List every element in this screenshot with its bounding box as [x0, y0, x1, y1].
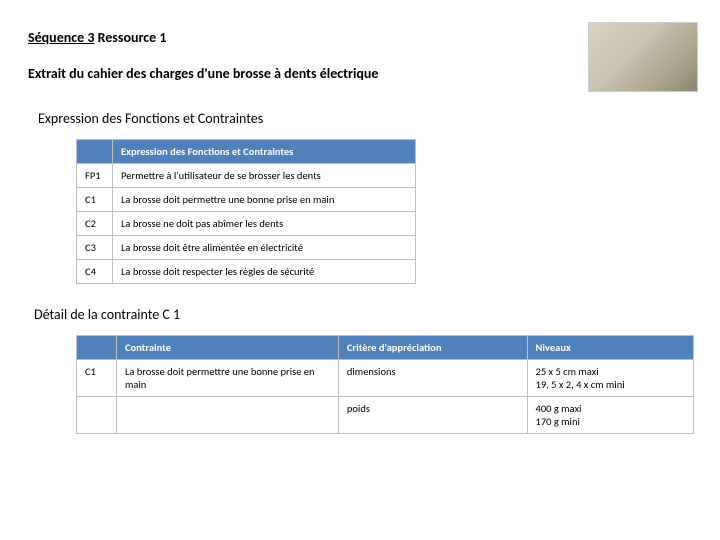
- row-code: C1: [77, 188, 113, 212]
- row-text: La brosse ne doit pas abîmer les dents: [113, 212, 416, 236]
- header-model-image: [588, 22, 698, 92]
- table-row: C4La brosse doit respecter les règles de…: [77, 260, 416, 284]
- section1-heading: Expression des Fonctions et Contraintes: [38, 110, 692, 127]
- table2-header-blank: [77, 336, 117, 360]
- table-row: C1La brosse doit permettre une bonne pri…: [77, 188, 416, 212]
- row-niveaux: 25 x 5 cm maxi 19, 5 x 2, 4 x cm mini: [527, 360, 693, 397]
- row-critere: dimensions: [338, 360, 527, 397]
- section2-heading: Détail de la contrainte C 1: [34, 306, 692, 323]
- constraint-detail-table: Contrainte Critère d'appréciation Niveau…: [76, 335, 694, 434]
- functions-constraints-table: Expression des Fonctions et Contraintes …: [76, 139, 416, 284]
- row-code: C2: [77, 212, 113, 236]
- row-code: [77, 397, 117, 434]
- row-critere: poids: [338, 397, 527, 434]
- row-niveaux: 400 g maxi 170 g mini: [527, 397, 693, 434]
- table2-header-critere: Critère d'appréciation: [338, 336, 527, 360]
- row-text: La brosse doit permettre une bonne prise…: [113, 188, 416, 212]
- row-text: La brosse doit respecter les règles de s…: [113, 260, 416, 284]
- resource-label: Ressource 1: [94, 29, 166, 46]
- row-text: Permettre à l'utilisateur de se brosser …: [113, 164, 416, 188]
- table-row: FP1Permettre à l'utilisateur de se bross…: [77, 164, 416, 188]
- table-row: poids 400 g maxi 170 g mini: [77, 397, 694, 434]
- table1-header-blank: [77, 140, 113, 164]
- row-text: La brosse doit être alimentée en électri…: [113, 236, 416, 260]
- row-code: FP1: [77, 164, 113, 188]
- table-row: C1 La brosse doit permettre une bonne pr…: [77, 360, 694, 397]
- row-code: C4: [77, 260, 113, 284]
- table-row: C2La brosse ne doit pas abîmer les dents: [77, 212, 416, 236]
- row-contrainte: [116, 397, 338, 434]
- table2-header-niveaux: Niveaux: [527, 336, 693, 360]
- row-contrainte: La brosse doit permettre une bonne prise…: [116, 360, 338, 397]
- table-row: C3La brosse doit être alimentée en élect…: [77, 236, 416, 260]
- sequence-label: Séquence 3: [28, 29, 94, 46]
- table1-header-label: Expression des Fonctions et Contraintes: [113, 140, 416, 164]
- table2-header-contrainte: Contrainte: [116, 336, 338, 360]
- row-code: C1: [77, 360, 117, 397]
- row-code: C3: [77, 236, 113, 260]
